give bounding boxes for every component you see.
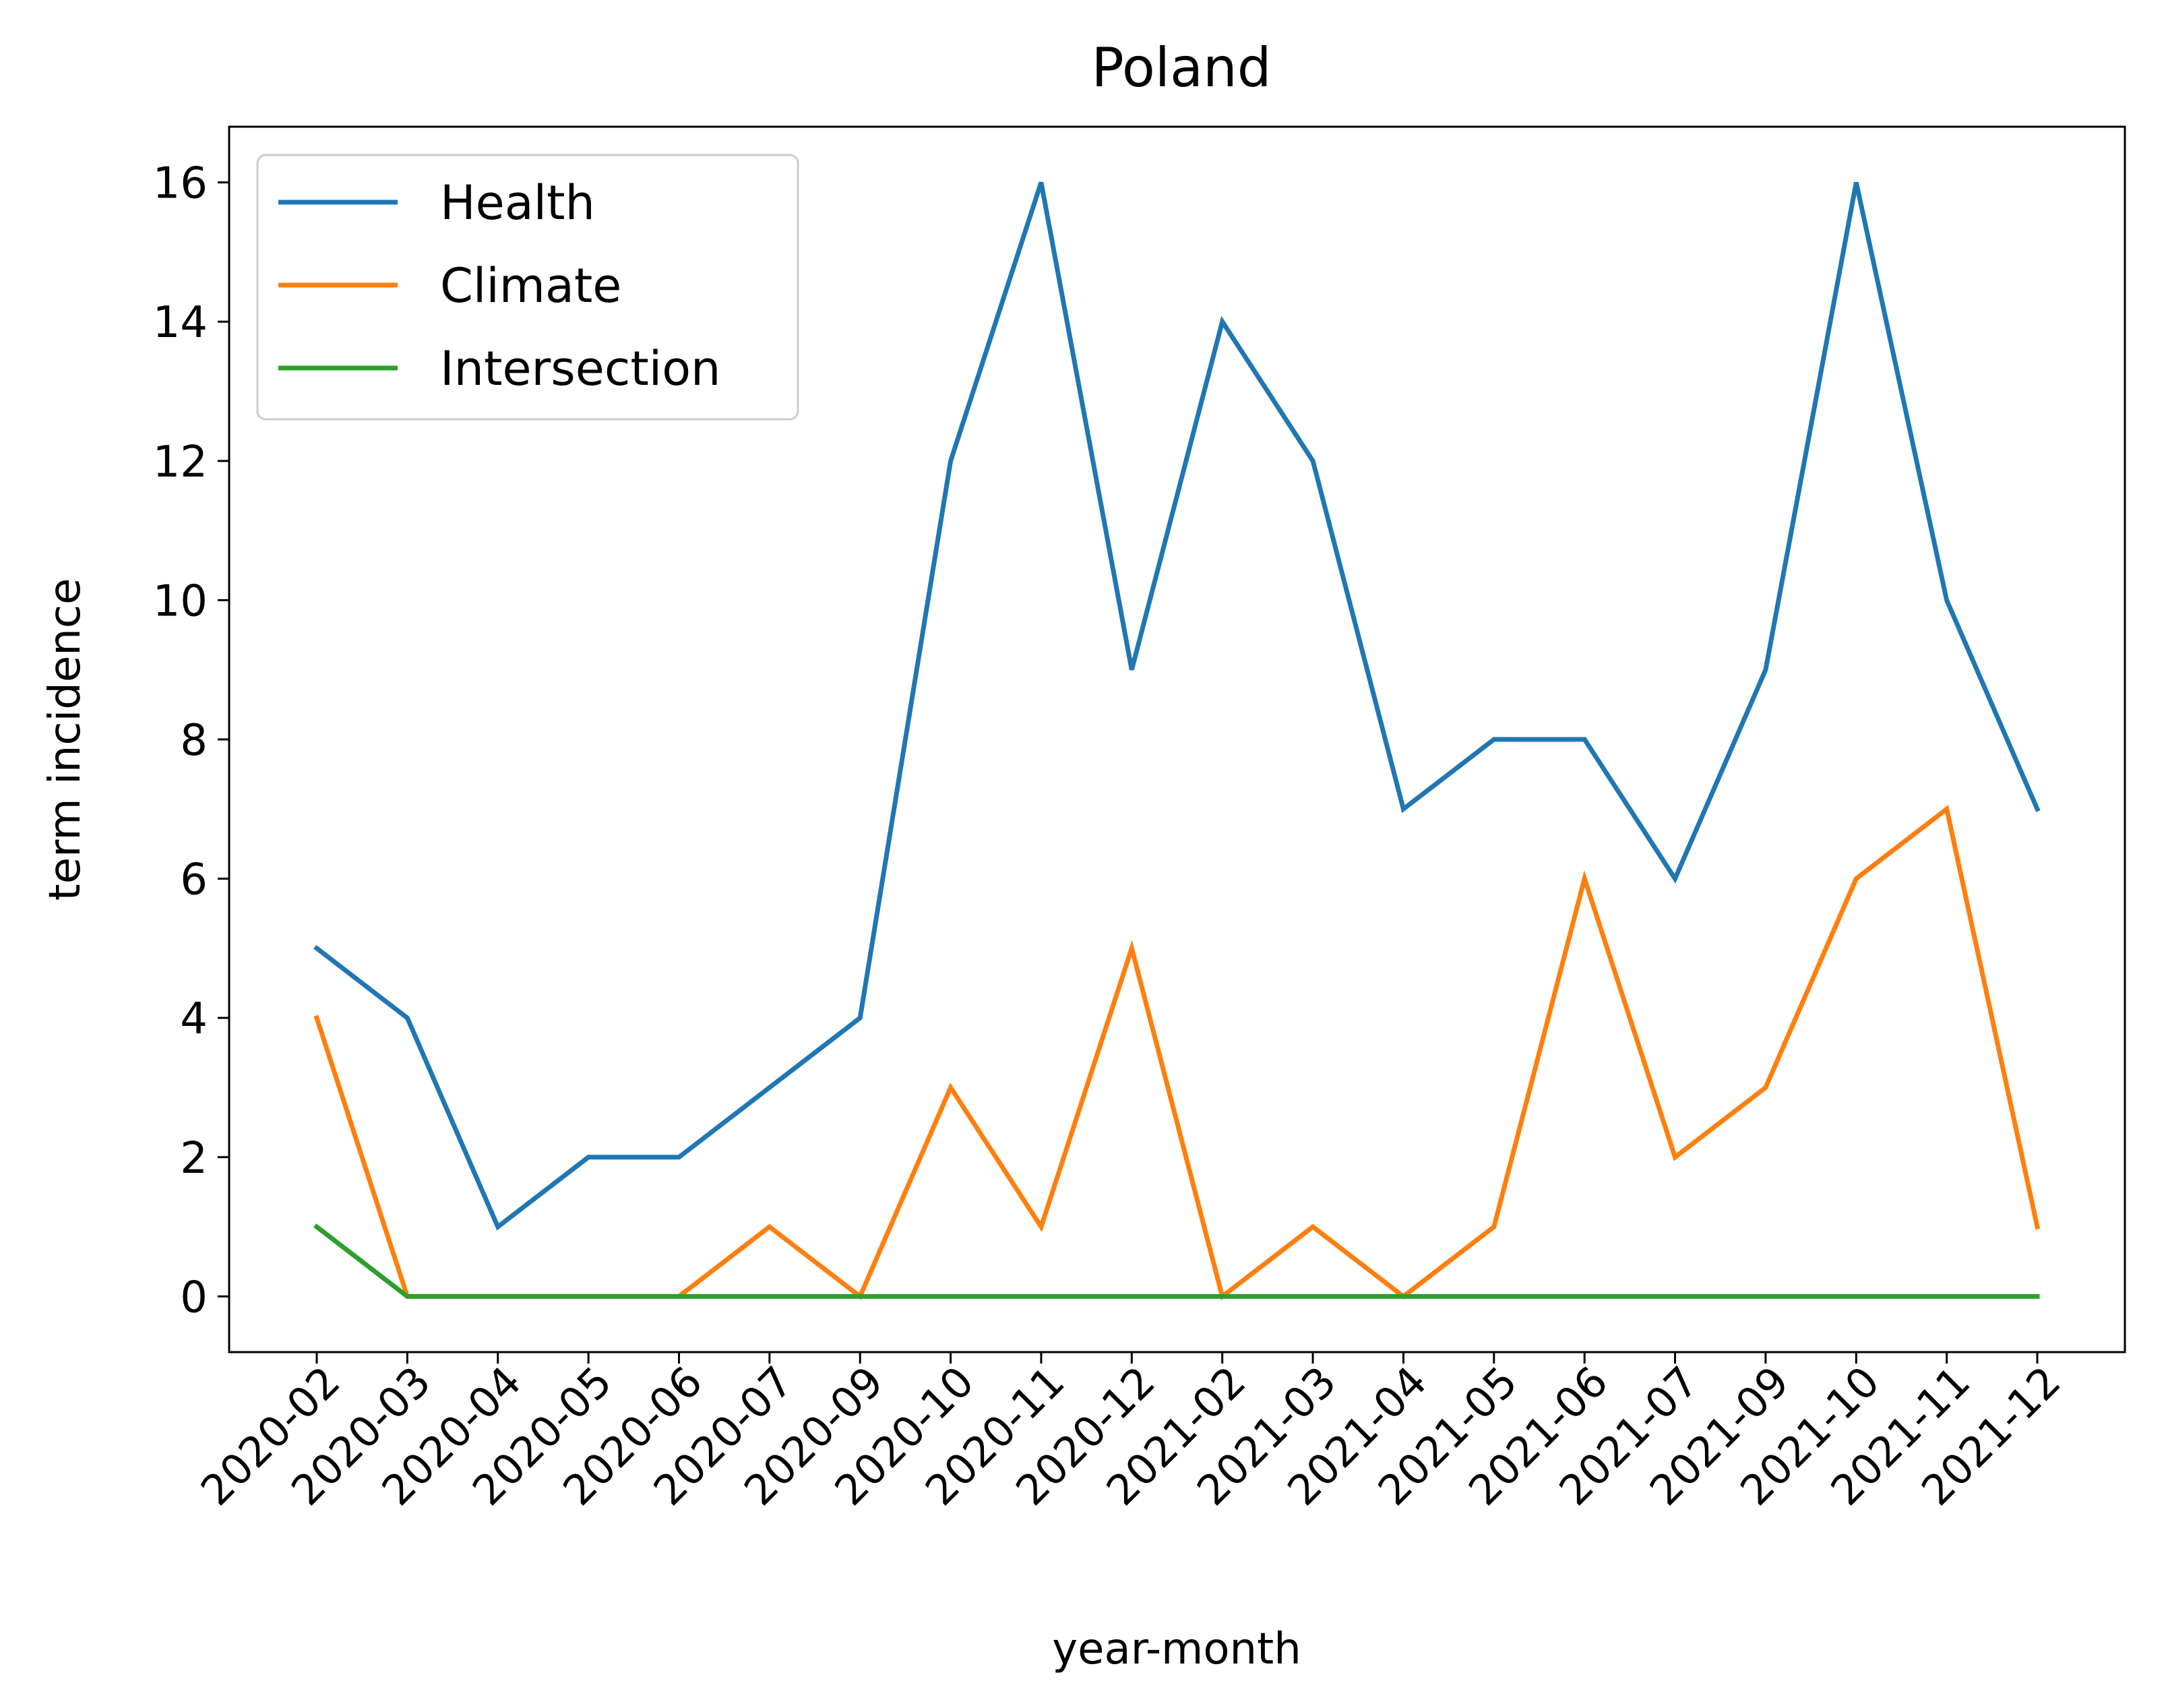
y-tick-label: 6 — [180, 855, 208, 905]
y-tick-label: 8 — [180, 716, 208, 766]
legend: Health Climate Intersection — [256, 154, 799, 421]
y-tick-label: 12 — [153, 437, 208, 487]
y-tick-label: 16 — [153, 159, 208, 209]
y-tick-label: 0 — [180, 1273, 208, 1322]
series-line-intersection — [313, 1223, 2040, 1299]
series-line-health — [313, 181, 2041, 1231]
y-tick-label: 4 — [180, 994, 208, 1044]
y-axis: 0 2 4 6 8 10 12 14 16 — [153, 159, 229, 1322]
y-axis-label: term incidence — [40, 578, 90, 901]
legend-label-climate: Climate — [440, 258, 621, 313]
y-tick-label: 10 — [153, 576, 208, 626]
legend-label-health: Health — [440, 175, 595, 231]
chart-title: Poland — [1091, 36, 1271, 99]
x-axis-label: year-month — [1052, 1624, 1301, 1674]
legend-box — [256, 154, 799, 421]
y-tick-label: 14 — [153, 298, 208, 348]
series-lines — [313, 181, 2041, 1301]
legend-label-intersection: Intersection — [440, 341, 720, 396]
y-tick-label: 2 — [180, 1134, 208, 1184]
